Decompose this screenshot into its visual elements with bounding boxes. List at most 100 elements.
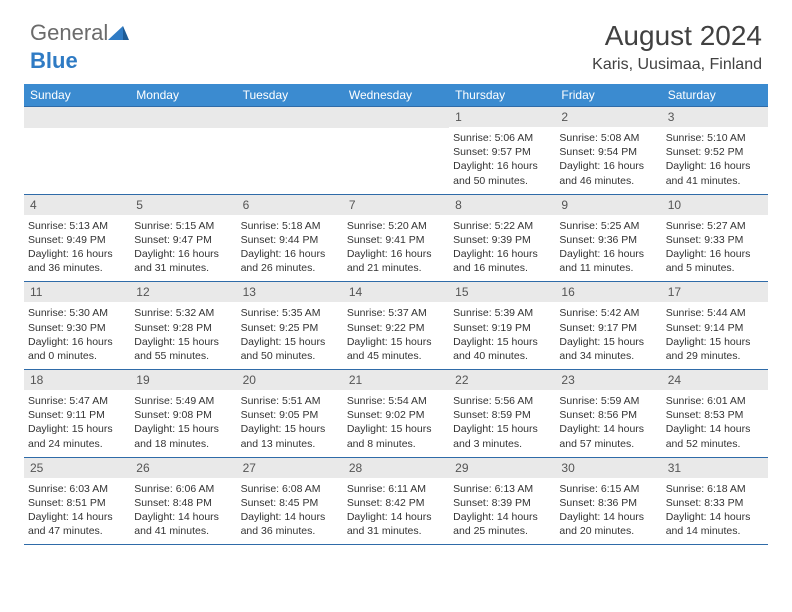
day-number: 3 xyxy=(662,107,768,127)
sunset-text: Sunset: 9:44 PM xyxy=(241,233,337,247)
sunrise-text: Sunrise: 6:15 AM xyxy=(559,482,655,496)
daylight-text: Daylight: 15 hours and 18 minutes. xyxy=(134,422,230,450)
sunset-text: Sunset: 8:51 PM xyxy=(28,496,124,510)
day-body: Sunrise: 5:54 AMSunset: 9:02 PMDaylight:… xyxy=(343,390,449,457)
sunrise-text: Sunrise: 5:44 AM xyxy=(666,306,762,320)
sunrise-text: Sunrise: 5:15 AM xyxy=(134,219,230,233)
week-row: 11Sunrise: 5:30 AMSunset: 9:30 PMDayligh… xyxy=(24,281,768,369)
sunset-text: Sunset: 8:39 PM xyxy=(453,496,549,510)
day-body: Sunrise: 5:44 AMSunset: 9:14 PMDaylight:… xyxy=(662,302,768,369)
day-cell: 26Sunrise: 6:06 AMSunset: 8:48 PMDayligh… xyxy=(130,458,236,545)
sunrise-text: Sunrise: 5:54 AM xyxy=(347,394,443,408)
sunrise-text: Sunrise: 5:13 AM xyxy=(28,219,124,233)
calendar: SundayMondayTuesdayWednesdayThursdayFrid… xyxy=(24,84,768,544)
sunset-text: Sunset: 9:52 PM xyxy=(666,145,762,159)
daylight-text: Daylight: 15 hours and 29 minutes. xyxy=(666,335,762,363)
day-body: Sunrise: 5:42 AMSunset: 9:17 PMDaylight:… xyxy=(555,302,661,369)
day-body: Sunrise: 5:59 AMSunset: 8:56 PMDaylight:… xyxy=(555,390,661,457)
day-cell: 1Sunrise: 5:06 AMSunset: 9:57 PMDaylight… xyxy=(449,107,555,194)
day-cell: 27Sunrise: 6:08 AMSunset: 8:45 PMDayligh… xyxy=(237,458,343,545)
sunset-text: Sunset: 8:36 PM xyxy=(559,496,655,510)
sunset-text: Sunset: 8:42 PM xyxy=(347,496,443,510)
day-body: Sunrise: 5:51 AMSunset: 9:05 PMDaylight:… xyxy=(237,390,343,457)
empty-day-number xyxy=(343,107,449,128)
sunrise-text: Sunrise: 6:11 AM xyxy=(347,482,443,496)
weekday-tuesday: Tuesday xyxy=(237,84,343,106)
day-cell: 7Sunrise: 5:20 AMSunset: 9:41 PMDaylight… xyxy=(343,195,449,282)
sunrise-text: Sunrise: 5:27 AM xyxy=(666,219,762,233)
day-number: 4 xyxy=(24,195,130,215)
day-number: 29 xyxy=(449,458,555,478)
sunset-text: Sunset: 9:57 PM xyxy=(453,145,549,159)
empty-day-number xyxy=(24,107,130,128)
daylight-text: Daylight: 16 hours and 50 minutes. xyxy=(453,159,549,187)
day-body: Sunrise: 5:08 AMSunset: 9:54 PMDaylight:… xyxy=(555,127,661,194)
weekday-header-row: SundayMondayTuesdayWednesdayThursdayFrid… xyxy=(24,84,768,106)
day-number: 13 xyxy=(237,282,343,302)
page-header: General August 2024 Karis, Uusimaa, Finl… xyxy=(0,0,792,84)
sunset-text: Sunset: 8:48 PM xyxy=(134,496,230,510)
day-cell: 21Sunrise: 5:54 AMSunset: 9:02 PMDayligh… xyxy=(343,370,449,457)
location-text: Karis, Uusimaa, Finland xyxy=(592,56,762,74)
daylight-text: Daylight: 16 hours and 41 minutes. xyxy=(666,159,762,187)
daylight-text: Daylight: 16 hours and 16 minutes. xyxy=(453,247,549,275)
sunset-text: Sunset: 9:28 PM xyxy=(134,321,230,335)
daylight-text: Daylight: 15 hours and 3 minutes. xyxy=(453,422,549,450)
day-number: 17 xyxy=(662,282,768,302)
daylight-text: Daylight: 14 hours and 52 minutes. xyxy=(666,422,762,450)
daylight-text: Daylight: 14 hours and 47 minutes. xyxy=(28,510,124,538)
day-body: Sunrise: 5:10 AMSunset: 9:52 PMDaylight:… xyxy=(662,127,768,194)
day-body: Sunrise: 5:56 AMSunset: 8:59 PMDaylight:… xyxy=(449,390,555,457)
sunrise-text: Sunrise: 6:03 AM xyxy=(28,482,124,496)
day-number: 14 xyxy=(343,282,449,302)
day-cell: 15Sunrise: 5:39 AMSunset: 9:19 PMDayligh… xyxy=(449,282,555,369)
sunrise-text: Sunrise: 5:22 AM xyxy=(453,219,549,233)
day-cell: 25 Sunrise: 6:03 AMSunset: 8:51 PMDayligh… xyxy=(24,458,130,545)
empty-cell xyxy=(237,107,343,194)
day-number: 30 xyxy=(555,458,661,478)
day-number: 20 xyxy=(237,370,343,390)
day-cell: 28Sunrise: 6:11 AMSunset: 8:42 PMDayligh… xyxy=(343,458,449,545)
day-body: Sunrise: 5:35 AMSunset: 9:25 PMDaylight:… xyxy=(237,302,343,369)
day-number: 19 xyxy=(130,370,236,390)
day-cell: 14 Sunrise: 5:37 AMSunset: 9:22 PMDayligh… xyxy=(343,282,449,369)
day-body: Sunrise: 5:39 AMSunset: 9:19 PMDaylight:… xyxy=(449,302,555,369)
month-title: August 2024 xyxy=(592,20,762,52)
day-number: 12 xyxy=(130,282,236,302)
day-cell: 2Sunrise: 5:08 AMSunset: 9:54 PMDaylight… xyxy=(555,107,661,194)
day-number: 5 xyxy=(130,195,236,215)
logo-triangle-icon xyxy=(108,22,130,45)
day-cell: 4Sunrise: 5:13 AMSunset: 9:49 PMDaylight… xyxy=(24,195,130,282)
day-number: 15 xyxy=(449,282,555,302)
day-body: Sunrise: 5:18 AMSunset: 9:44 PMDaylight:… xyxy=(237,215,343,282)
sunset-text: Sunset: 9:25 PM xyxy=(241,321,337,335)
sunset-text: Sunset: 9:17 PM xyxy=(559,321,655,335)
day-cell: 3Sunrise: 5:10 AMSunset: 9:52 PMDaylight… xyxy=(662,107,768,194)
weekday-thursday: Thursday xyxy=(449,84,555,106)
day-cell: 22Sunrise: 5:56 AMSunset: 8:59 PMDayligh… xyxy=(449,370,555,457)
sunrise-text: Sunrise: 5:42 AM xyxy=(559,306,655,320)
sunrise-text: Sunrise: 5:10 AM xyxy=(666,131,762,145)
sunrise-text: Sunrise: 5:37 AM xyxy=(347,306,443,320)
day-number: 22 xyxy=(449,370,555,390)
day-cell: 10Sunrise: 5:27 AMSunset: 9:33 PMDayligh… xyxy=(662,195,768,282)
sunrise-text: Sunrise: 6:01 AM xyxy=(666,394,762,408)
sunrise-text: Sunrise: 5:30 AM xyxy=(28,306,124,320)
day-number: 11 xyxy=(24,282,130,302)
sunset-text: Sunset: 8:56 PM xyxy=(559,408,655,422)
weeks-container: 1Sunrise: 5:06 AMSunset: 9:57 PMDaylight… xyxy=(24,106,768,544)
sunset-text: Sunset: 9:49 PM xyxy=(28,233,124,247)
sunset-text: Sunset: 9:22 PM xyxy=(347,321,443,335)
sunset-text: Sunset: 9:36 PM xyxy=(559,233,655,247)
day-number: 25 xyxy=(24,458,130,478)
day-number: 8 xyxy=(449,195,555,215)
day-number: 6 xyxy=(237,195,343,215)
day-body: Sunrise: 6:13 AMSunset: 8:39 PMDaylight:… xyxy=(449,478,555,545)
title-block: August 2024 Karis, Uusimaa, Finland xyxy=(592,20,762,74)
day-cell: 17Sunrise: 5:44 AMSunset: 9:14 PMDayligh… xyxy=(662,282,768,369)
daylight-text: Daylight: 14 hours and 31 minutes. xyxy=(347,510,443,538)
empty-cell xyxy=(24,107,130,194)
day-body: Sunrise: 6:08 AMSunset: 8:45 PMDaylight:… xyxy=(237,478,343,545)
daylight-text: Daylight: 15 hours and 45 minutes. xyxy=(347,335,443,363)
empty-day-number xyxy=(130,107,236,128)
